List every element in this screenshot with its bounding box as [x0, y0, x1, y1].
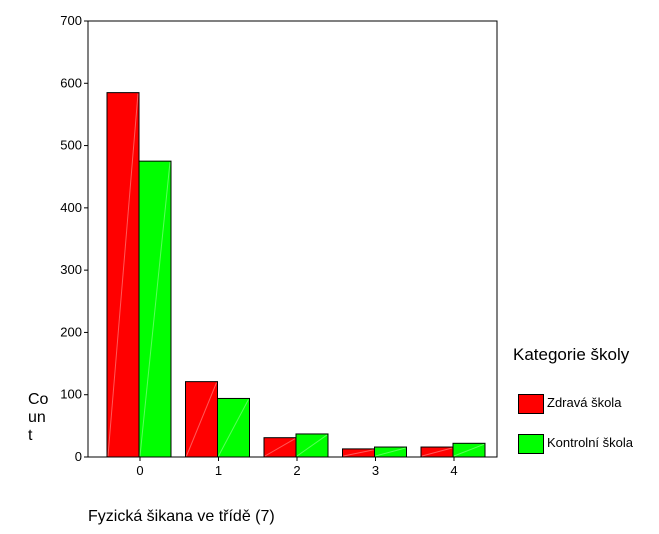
y-tick-label: 400	[60, 200, 82, 215]
x-axis: 0 1 2 3 4	[136, 457, 458, 478]
bars	[106, 92, 486, 458]
y-tick-label: 600	[60, 75, 82, 90]
y-tick-label: 200	[60, 324, 82, 339]
y-axis: 0 100 200 300 400 500 600 700	[60, 13, 88, 464]
bar-highlight	[296, 434, 328, 457]
x-tick-label: 1	[215, 463, 222, 478]
bar-zdrava	[185, 381, 218, 458]
bar-kontrolni	[374, 446, 407, 458]
y-tick-label: 100	[60, 387, 82, 402]
bar-highlight	[343, 449, 374, 457]
bar-highlight	[186, 382, 217, 457]
bar-highlight	[107, 93, 139, 457]
legend-swatch-green	[518, 434, 544, 454]
x-tick-label: 3	[372, 463, 379, 478]
bar-highlight	[375, 447, 406, 457]
x-tick-label: 0	[136, 463, 143, 478]
x-axis-label: Fyzická šikana ve třídě (7)	[88, 508, 275, 525]
legend-label: Zdravá škola	[547, 395, 622, 410]
y-tick-label: 0	[75, 449, 82, 464]
bar-kontrolni	[452, 442, 486, 458]
x-tick-label: 2	[293, 463, 300, 478]
legend-swatch-red	[518, 394, 544, 414]
bar-highlight	[218, 399, 249, 457]
y-axis-label-line: t	[28, 427, 33, 444]
bar-kontrolni	[138, 160, 172, 458]
y-axis-label-line: Co	[28, 391, 49, 408]
bar-highlight	[453, 443, 485, 457]
bar-highlight	[421, 447, 453, 457]
legend-label: Kontrolní škola	[547, 435, 633, 450]
bar-highlight	[139, 162, 171, 457]
bar-zdrava	[106, 92, 140, 458]
y-axis-label-line: un	[28, 409, 46, 426]
y-tick-label: 500	[60, 138, 82, 153]
x-tick-label: 4	[450, 463, 457, 478]
bar-kontrolni	[295, 433, 329, 458]
y-tick-label: 700	[60, 13, 82, 28]
legend-title: Kategorie školy	[513, 345, 630, 364]
bar-highlight	[264, 438, 296, 457]
bar-kontrolni	[217, 397, 250, 458]
y-tick-label: 300	[60, 262, 82, 277]
